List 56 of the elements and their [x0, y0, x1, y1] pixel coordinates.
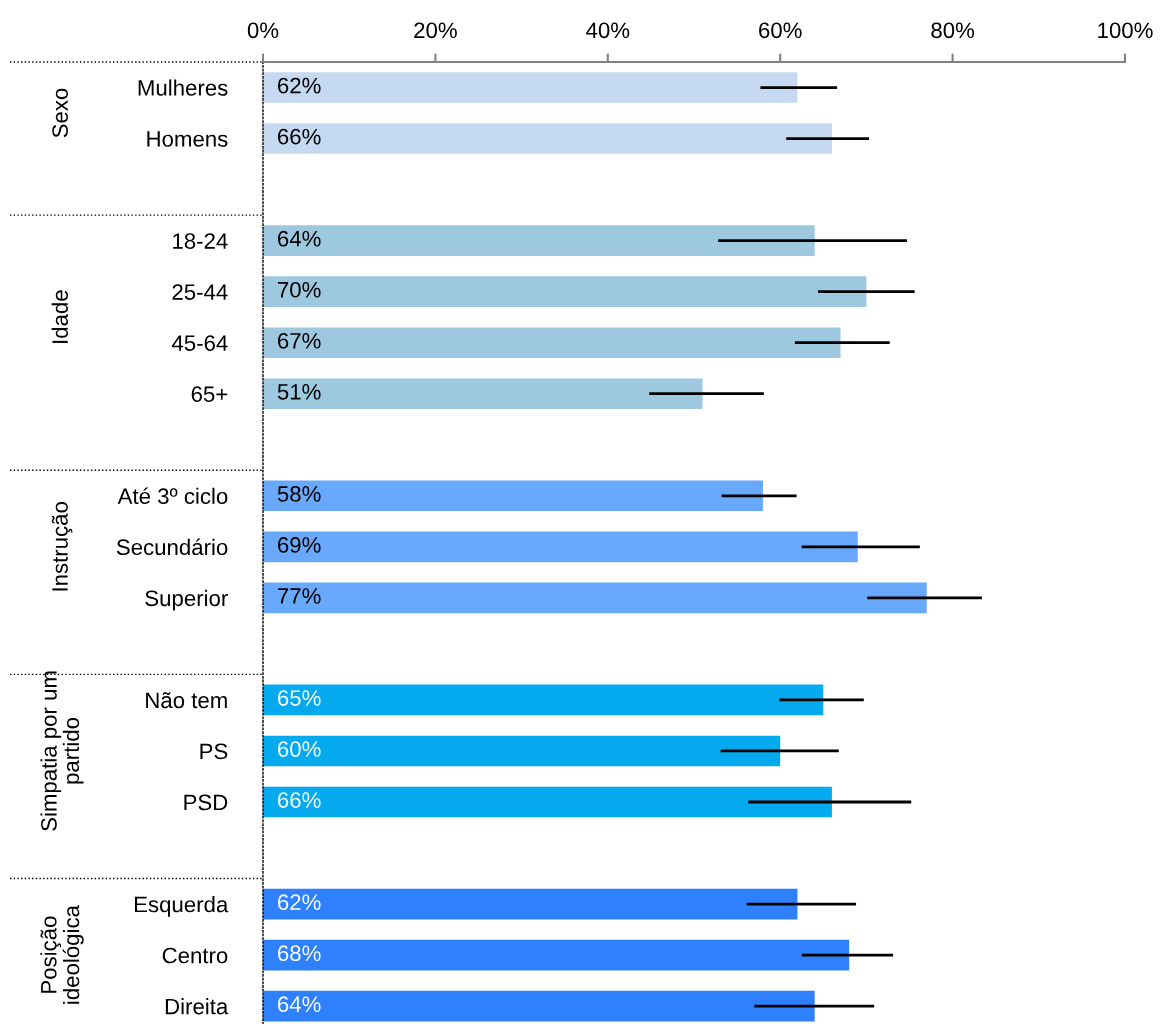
bar: [263, 990, 815, 1022]
y-tick-label: Homens: [147, 131, 228, 147]
x-tick-label: 100%: [1098, 22, 1153, 39]
data-label: 69%: [278, 537, 321, 553]
data-label: 60%: [278, 741, 321, 757]
bar: [263, 684, 824, 716]
y-tick-label: Não tem: [146, 692, 227, 709]
y-tick-label: 45-64: [171, 335, 228, 351]
data-label: 51%: [277, 384, 321, 400]
y-tick-label: Centro: [162, 947, 228, 964]
bar: [263, 888, 798, 920]
y-tick-label: Até 3º ciclo: [117, 487, 228, 505]
y-tick-label: PSD: [184, 794, 228, 811]
bar: [263, 786, 832, 818]
bar: [263, 582, 927, 614]
data-label: 66%: [278, 792, 321, 808]
bar: [263, 276, 867, 307]
data-label: 64%: [278, 996, 321, 1013]
data-label: 64%: [278, 230, 321, 247]
y-tick-label: Esquerda: [134, 896, 229, 917]
y-tick-label: Direita: [165, 998, 229, 1015]
data-label: 77%: [278, 588, 321, 604]
bar: [263, 480, 763, 512]
y-tick-label: Mulheres: [138, 79, 228, 96]
y-tick-label: PS: [200, 743, 228, 760]
bar: [263, 123, 832, 154]
y-tick-label: Secundário: [116, 538, 228, 556]
y-tick-label: 65+: [191, 386, 228, 402]
x-tick-label: 80%: [931, 22, 975, 39]
bar: [263, 327, 841, 358]
data-label: 58%: [277, 486, 321, 502]
data-label: 66%: [278, 128, 321, 145]
y-tick-label: 18-24: [173, 233, 228, 249]
data-label: 65%: [278, 690, 321, 706]
data-label: 62%: [278, 894, 321, 911]
x-tick-label: 0%: [247, 22, 279, 39]
bar: [263, 378, 703, 410]
bar: [263, 735, 781, 767]
y-tick-label: Superior: [145, 589, 228, 611]
data-label: 68%: [278, 945, 321, 962]
text: Idade: [51, 290, 68, 343]
text: Instrução: [51, 502, 73, 591]
data-label: 70%: [278, 281, 321, 298]
x-tick-label: 40%: [586, 22, 630, 39]
x-tick-label: 20%: [414, 22, 457, 39]
text: Sexo: [52, 88, 68, 138]
x-tick-label: 60%: [759, 22, 802, 39]
data-label: 67%: [278, 332, 321, 349]
data-label: 62%: [278, 77, 321, 94]
bar: [263, 225, 815, 256]
bar: [263, 939, 850, 971]
text: Simpatia por um partido: [40, 671, 84, 831]
bar: [263, 72, 798, 103]
text: Posição ideológica: [40, 905, 84, 1004]
bar: [263, 531, 858, 563]
y-tick-label: 25-44: [172, 284, 228, 300]
